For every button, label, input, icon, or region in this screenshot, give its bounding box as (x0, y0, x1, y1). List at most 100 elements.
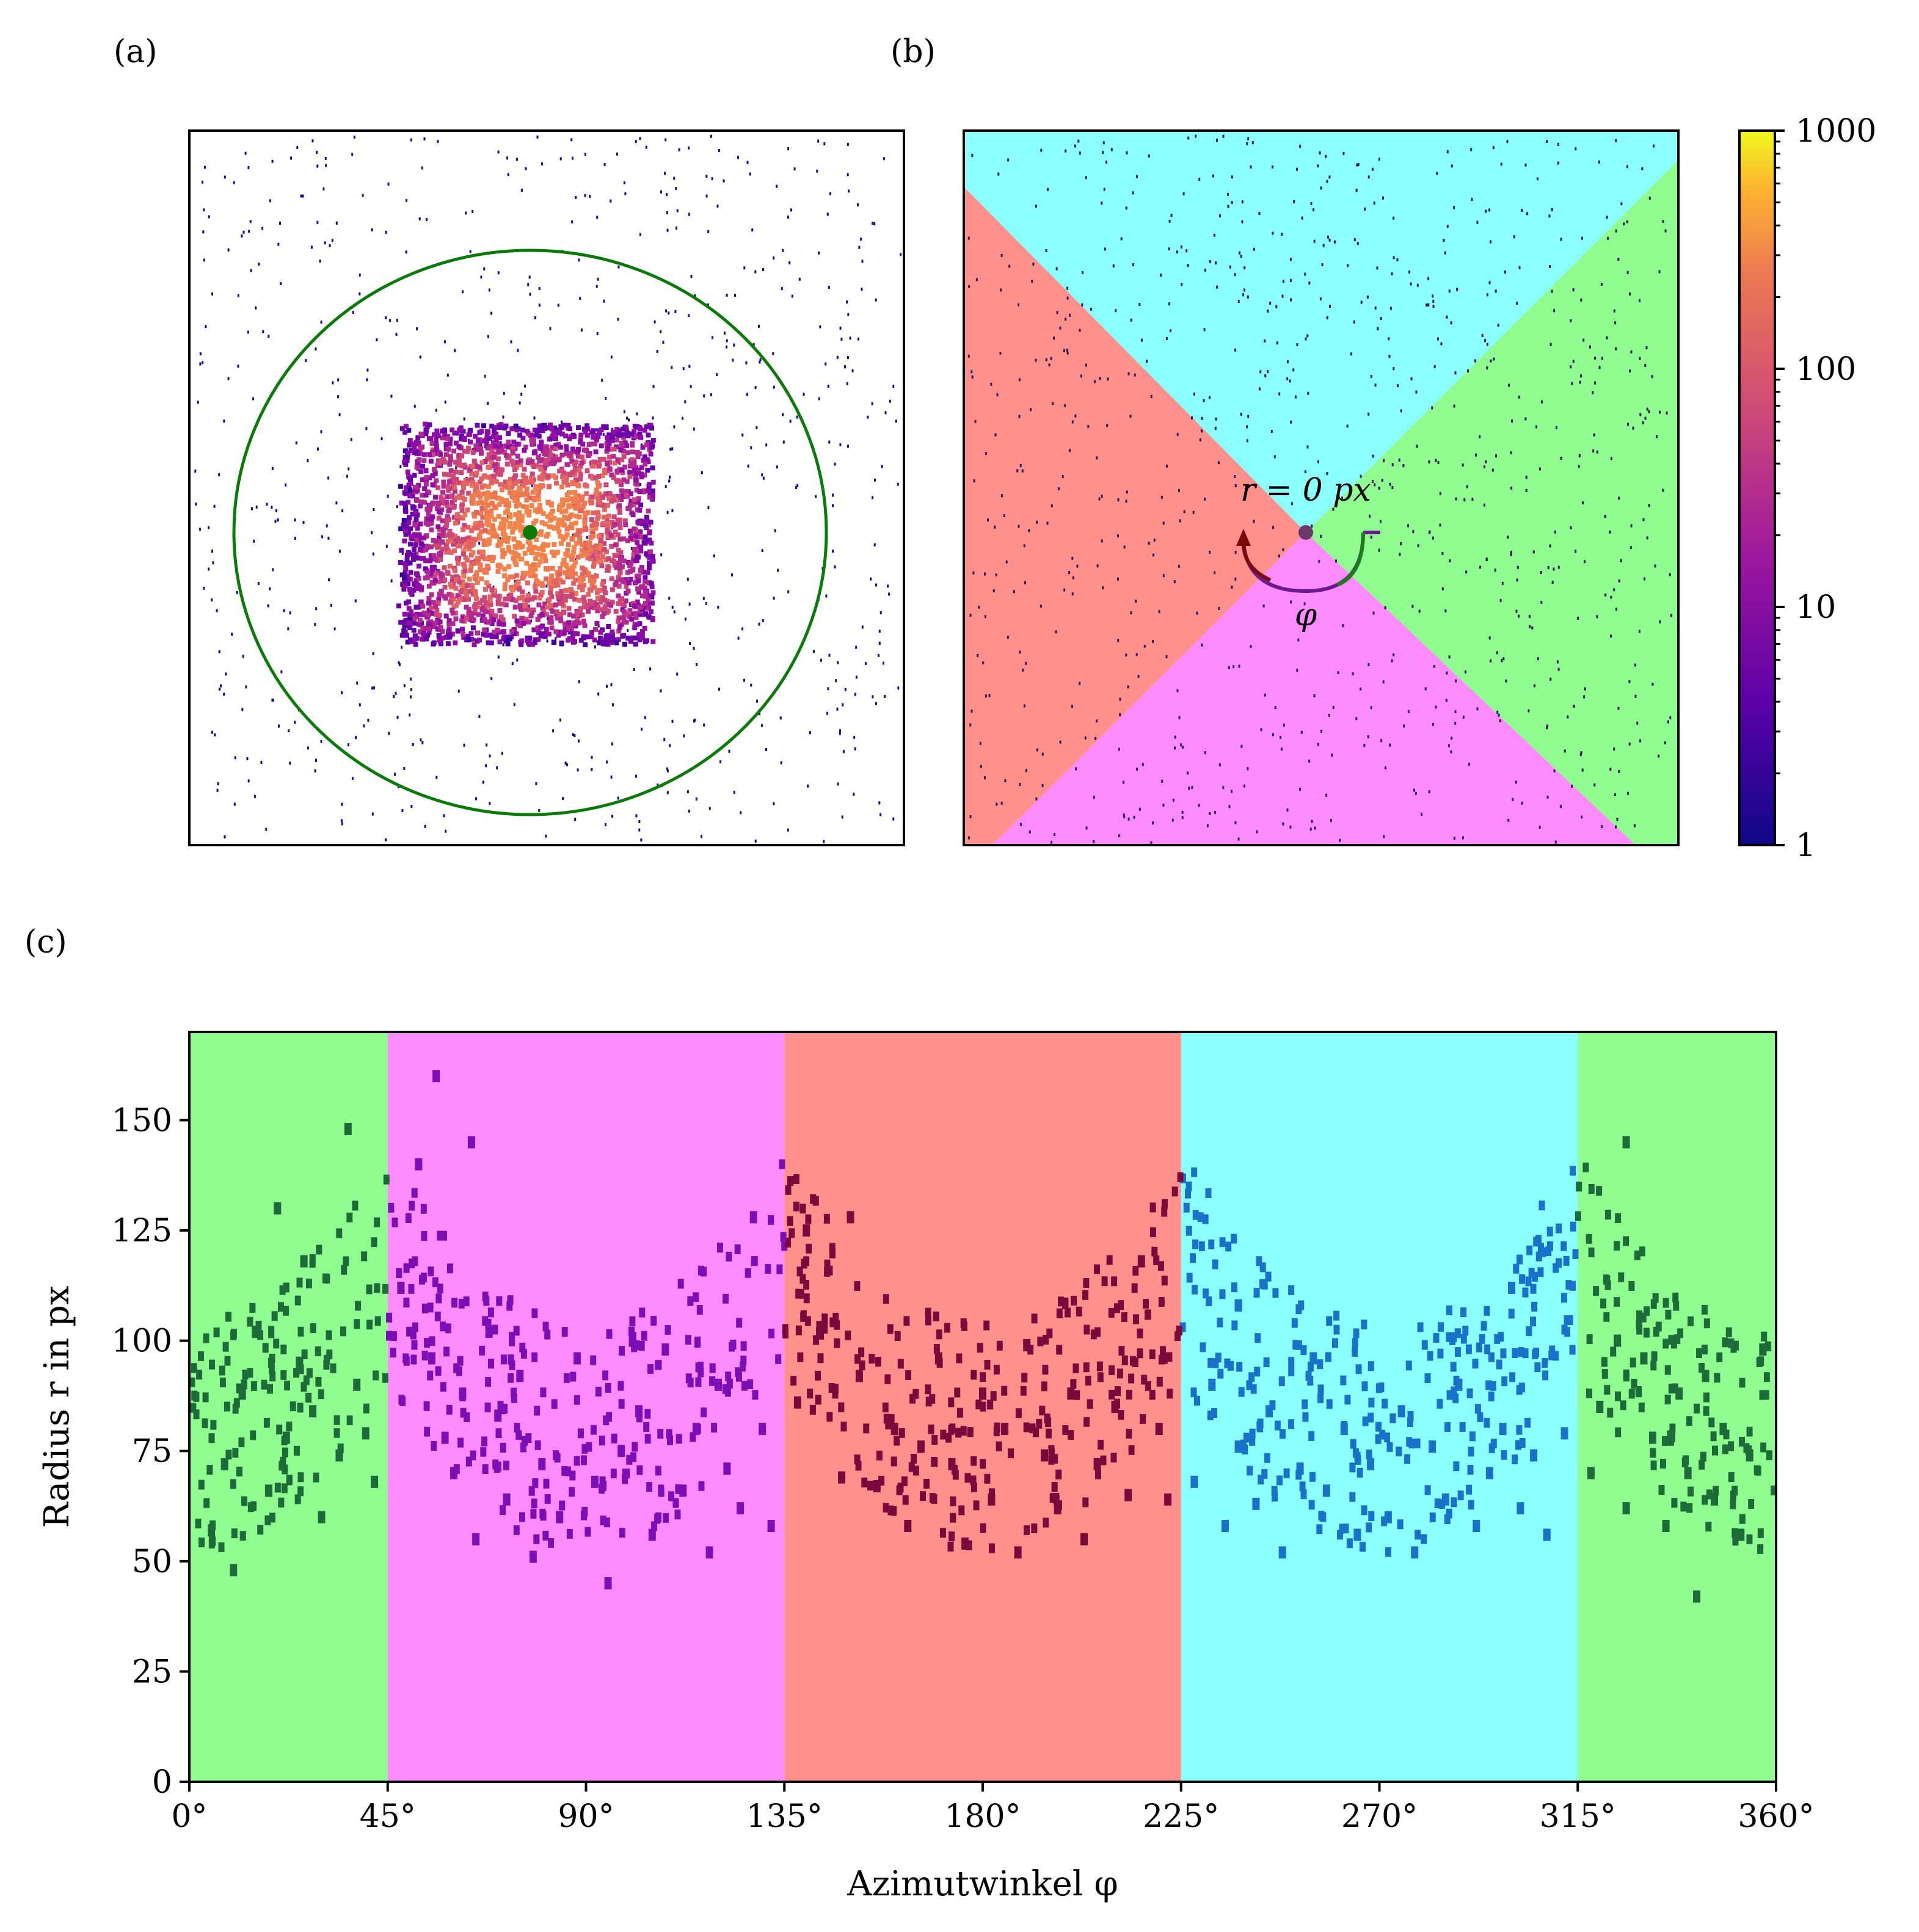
count-pixel (1451, 736, 1453, 740)
intensity-pixel (628, 536, 633, 541)
data-point (1247, 1465, 1253, 1476)
intensity-pixel (418, 586, 423, 591)
intensity-pixel (435, 501, 441, 507)
intensity-pixel (510, 449, 515, 455)
intensity-pixel (512, 560, 518, 565)
count-pixel (1085, 826, 1088, 830)
intensity-pixel (549, 603, 555, 609)
count-pixel (1658, 754, 1660, 758)
data-point (1192, 1210, 1199, 1220)
data-point (655, 1360, 661, 1370)
data-point (420, 1204, 427, 1214)
count-pixel (796, 484, 799, 487)
data-point (1530, 1449, 1538, 1462)
count-pixel (1219, 214, 1222, 217)
count-pixel (552, 729, 555, 733)
count-pixel (1632, 426, 1634, 430)
intensity-pixel (410, 504, 415, 509)
intensity-pixel (589, 523, 595, 529)
count-pixel (1071, 420, 1074, 424)
intensity-pixel (594, 521, 600, 527)
data-point (1639, 1246, 1645, 1257)
intensity-pixel (579, 548, 584, 553)
intensity-pixel (410, 511, 415, 517)
data-point (1094, 1264, 1100, 1274)
count-pixel (1290, 600, 1292, 604)
count-pixel (465, 211, 467, 215)
intensity-pixel (467, 539, 472, 544)
count-pixel (639, 483, 641, 487)
intensity-pixel (643, 523, 648, 528)
data-point (606, 1412, 613, 1422)
data-point (1570, 1280, 1576, 1291)
intensity-pixel (448, 581, 453, 587)
intensity-pixel (456, 459, 462, 463)
intensity-pixel (581, 567, 587, 572)
intensity-pixel (432, 574, 438, 579)
data-point (540, 1511, 547, 1521)
count-pixel (488, 288, 490, 292)
count-pixel (1546, 724, 1549, 728)
intensity-pixel (543, 558, 548, 564)
count-pixel (1462, 463, 1464, 467)
count-pixel (249, 220, 252, 223)
intensity-pixel (545, 474, 551, 479)
intensity-pixel (558, 591, 564, 597)
data-point (717, 1243, 723, 1253)
intensity-pixel (430, 482, 435, 487)
intensity-pixel (490, 558, 495, 564)
intensity-pixel (544, 612, 549, 617)
intensity-pixel (559, 589, 564, 594)
panel-a-background-counts (194, 134, 902, 843)
intensity-pixel (533, 487, 538, 493)
count-pixel (669, 475, 671, 479)
intensity-pixel (625, 430, 630, 435)
intensity-pixel (574, 514, 579, 519)
count-pixel (1508, 383, 1510, 387)
data-point (467, 1136, 475, 1149)
count-pixel (665, 485, 667, 488)
data-point (1620, 1400, 1626, 1411)
count-pixel (294, 537, 296, 540)
count-pixel (1313, 239, 1316, 243)
intensity-pixel (531, 464, 537, 469)
count-pixel (1432, 305, 1435, 308)
data-point (1763, 1390, 1769, 1400)
intensity-pixel (495, 470, 501, 474)
count-pixel (326, 524, 328, 528)
data-point (619, 1528, 625, 1538)
data-point (1246, 1380, 1253, 1390)
count-pixel (834, 462, 836, 466)
count-pixel (1342, 624, 1344, 628)
count-pixel (1379, 520, 1382, 523)
count-pixel (1582, 501, 1584, 504)
count-pixel (527, 283, 530, 286)
intensity-pixel (403, 491, 409, 496)
intensity-pixel (561, 597, 567, 602)
data-point (890, 1423, 898, 1436)
count-pixel (900, 253, 902, 256)
count-pixel (363, 724, 365, 728)
data-point (1008, 1448, 1014, 1459)
intensity-pixel (607, 466, 613, 471)
intensity-pixel (584, 491, 589, 496)
count-pixel (1322, 244, 1325, 247)
intensity-pixel (503, 479, 508, 485)
data-point (1166, 1352, 1173, 1362)
intensity-pixel (497, 608, 503, 613)
data-point (431, 1440, 437, 1451)
intensity-pixel (486, 518, 491, 523)
intensity-pixel (503, 510, 509, 515)
count-pixel (311, 139, 314, 143)
data-point (1039, 1406, 1046, 1415)
count-pixel (1391, 486, 1394, 489)
data-point (330, 1363, 337, 1373)
intensity-pixel (481, 474, 487, 479)
count-pixel (832, 493, 834, 497)
count-pixel (296, 146, 299, 149)
intensity-pixel (444, 550, 450, 555)
intensity-pixel (402, 611, 407, 617)
colorbar-tick-label: 1 (1796, 827, 1816, 864)
count-pixel (1553, 309, 1556, 313)
